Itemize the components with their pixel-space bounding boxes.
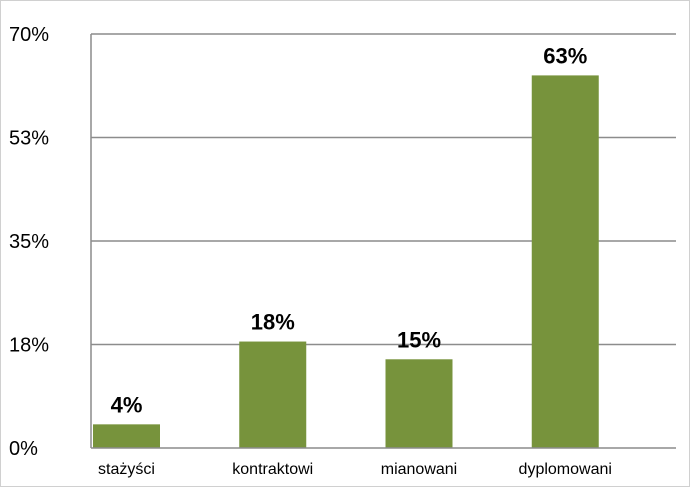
y-tick-label: 0% bbox=[9, 438, 38, 460]
x-tick-label: mianowani bbox=[381, 461, 457, 478]
y-tick-label: 70% bbox=[9, 24, 49, 46]
y-tick-label: 35% bbox=[9, 231, 49, 253]
x-tick-label: stażyści bbox=[98, 461, 155, 478]
x-tick-label: dyplomowani bbox=[519, 461, 612, 478]
bar-mianowani bbox=[385, 359, 453, 448]
y-tick-label: 53% bbox=[9, 128, 49, 150]
data-label: 18% bbox=[251, 310, 295, 335]
bar-dyplomowani bbox=[531, 75, 599, 449]
data-label: 63% bbox=[543, 43, 587, 68]
data-label: 4% bbox=[111, 392, 143, 417]
data-label: 15% bbox=[397, 327, 441, 352]
bar-kontraktowi bbox=[239, 341, 307, 448]
bar-stażyści bbox=[93, 424, 160, 448]
labels: 0% 18% 35% 53% 70% 4% stażyści 18% kontraktowi 15… bbox=[9, 24, 612, 478]
bars bbox=[93, 75, 599, 449]
axes bbox=[90, 34, 676, 449]
y-tick-label: 18% bbox=[9, 335, 49, 357]
x-tick-label: kontraktowi bbox=[232, 461, 313, 478]
